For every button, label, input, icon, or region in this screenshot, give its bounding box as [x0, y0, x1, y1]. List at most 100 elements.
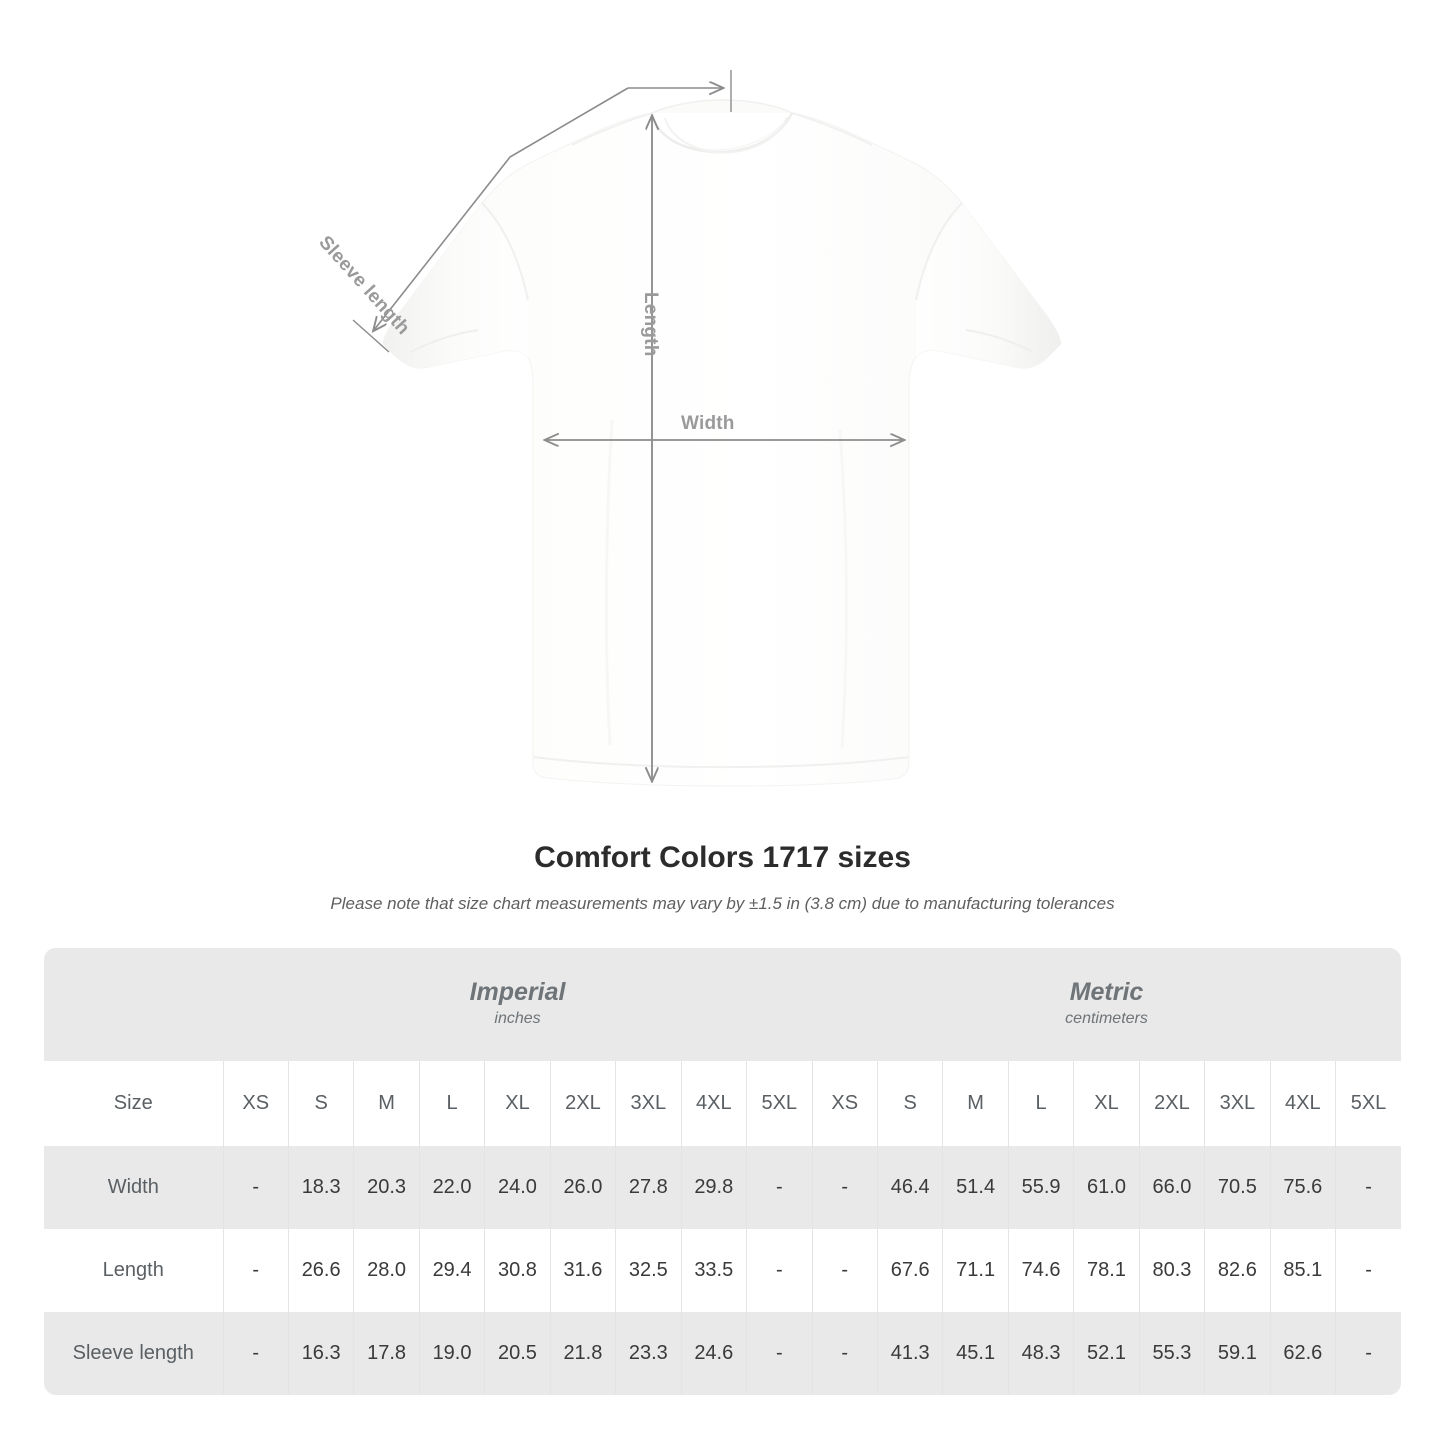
cell-length-metric-xs: -: [811, 1229, 878, 1312]
size-header-imperial-2xl: 2XL: [549, 1061, 616, 1146]
cell-length-metric-l: 74.6: [1007, 1229, 1074, 1312]
table-row: Length -26.6 28.0 29.4 30.8 31.6 32.5 33.5- -67.…: [44, 1229, 1401, 1312]
cell-length-imperial-xs: -: [222, 1229, 289, 1312]
unit-imperial-sub: inches: [494, 1009, 541, 1027]
cell-sleeve-length-imperial-s: 16.3: [287, 1312, 354, 1395]
size-header-metric-xs: XS: [811, 1061, 878, 1146]
size-header-imperial-5xl: 5XL: [746, 1061, 813, 1146]
unit-metric-sub: centimeters: [1065, 1009, 1148, 1027]
unit-band-row: Imperial inches Metric centimeters: [44, 948, 1401, 1061]
cell-sleeve-length-imperial-5xl: -: [746, 1312, 813, 1395]
cell-length-metric-2xl: 80.3: [1138, 1229, 1205, 1312]
cell-length-imperial-2xl: 31.6: [549, 1229, 616, 1312]
row-label-sleeve-length: Sleeve length: [44, 1312, 223, 1395]
cell-sleeve-length-imperial-m: 17.8: [353, 1312, 420, 1395]
cell-sleeve-length-metric-5xl: -: [1335, 1312, 1401, 1395]
size-header-metric-s: S: [876, 1061, 943, 1146]
cell-length-metric-m: 71.1: [942, 1229, 1009, 1312]
cell-width-imperial-4xl: 29.8: [680, 1146, 747, 1229]
cell-sleeve-length-metric-xs: -: [811, 1312, 878, 1395]
cell-length-imperial-4xl: 33.5: [680, 1229, 747, 1312]
cell-sleeve-length-imperial-xs: -: [222, 1312, 289, 1395]
row-label-width: Width: [44, 1146, 223, 1229]
cell-length-imperial-5xl: -: [746, 1229, 813, 1312]
cell-width-imperial-s: 18.3: [287, 1146, 354, 1229]
shirt-shape: [382, 99, 1062, 787]
size-header-metric-5xl: 5XL: [1335, 1061, 1401, 1146]
cell-length-metric-3xl: 82.6: [1204, 1229, 1271, 1312]
cell-width-imperial-3xl: 27.8: [615, 1146, 682, 1229]
unit-imperial: Imperial inches: [223, 948, 813, 1061]
cell-sleeve-length-metric-l: 48.3: [1007, 1312, 1074, 1395]
size-header-metric-3xl: 3XL: [1204, 1061, 1271, 1146]
cell-length-metric-4xl: 85.1: [1269, 1229, 1336, 1312]
cell-sleeve-length-metric-3xl: 59.1: [1204, 1312, 1271, 1395]
tshirt-diagram: Sleeve length Length Width: [314, 70, 1062, 787]
size-header-imperial-4xl: 4XL: [680, 1061, 747, 1146]
size-header-metric-l: L: [1007, 1061, 1074, 1146]
cell-sleeve-length-metric-s: 41.3: [876, 1312, 943, 1395]
unit-imperial-name: Imperial: [469, 978, 566, 1007]
unit-metric: Metric centimeters: [812, 948, 1401, 1061]
page-title: Comfort Colors 1717 sizes: [534, 841, 911, 874]
size-header-metric-4xl: 4XL: [1269, 1061, 1336, 1146]
cell-sleeve-length-metric-2xl: 55.3: [1138, 1312, 1205, 1395]
unit-metric-name: Metric: [1069, 978, 1144, 1007]
cell-sleeve-length-imperial-xl: 20.5: [484, 1312, 551, 1395]
row-label-length: Length: [44, 1229, 223, 1312]
size-header-imperial-m: M: [353, 1061, 420, 1146]
size-header-row: Size XS S M L XL 2XL 3XL 4XL 5XL XS S M L XL 2XL 3XL 4XL 5…: [44, 1061, 1401, 1146]
cell-sleeve-length-metric-m: 45.1: [942, 1312, 1009, 1395]
cell-length-metric-s: 67.6: [876, 1229, 943, 1312]
length-label: Length: [640, 292, 661, 357]
cell-width-metric-xs: -: [811, 1146, 878, 1229]
table-row: Width -18.3 20.3 22.0 24.0 26.0 27.8 29.8- -46.4…: [44, 1146, 1401, 1229]
cell-length-imperial-xl: 30.8: [484, 1229, 551, 1312]
size-header-imperial-s: S: [287, 1061, 354, 1146]
cell-length-imperial-3xl: 32.5: [615, 1229, 682, 1312]
cell-width-metric-s: 46.4: [876, 1146, 943, 1229]
tolerance-note: Please note that size chart measurements…: [330, 894, 1115, 913]
cell-width-metric-4xl: 75.6: [1269, 1146, 1336, 1229]
size-header-metric-xl: XL: [1073, 1061, 1140, 1146]
cell-width-metric-xl: 61.0: [1073, 1146, 1140, 1229]
unit-band-spacer: [44, 948, 223, 1061]
sleeve-length-dimension: [352, 70, 732, 353]
cell-sleeve-length-metric-4xl: 62.6: [1269, 1312, 1336, 1395]
size-header-imperial-3xl: 3XL: [615, 1061, 682, 1146]
cell-length-imperial-s: 26.6: [287, 1229, 354, 1312]
tshirt-illustration: [352, 70, 1062, 787]
size-header-metric-m: M: [942, 1061, 1009, 1146]
size-label-cell: Size: [44, 1061, 223, 1146]
cell-width-imperial-2xl: 26.0: [549, 1146, 616, 1229]
chart-title-block: Comfort Colors 1717 sizes Please note th…: [0, 840, 1445, 914]
cell-width-imperial-m: 20.3: [353, 1146, 420, 1229]
cell-sleeve-length-imperial-l: 19.0: [418, 1312, 485, 1395]
size-header-imperial-l: L: [418, 1061, 485, 1146]
cell-width-imperial-xs: -: [222, 1146, 289, 1229]
cell-width-metric-5xl: -: [1335, 1146, 1401, 1229]
cell-width-metric-l: 55.9: [1007, 1146, 1074, 1229]
size-header-metric-2xl: 2XL: [1138, 1061, 1205, 1146]
size-header-imperial-xs: XS: [222, 1061, 289, 1146]
table-row: Sleeve length -16.3 17.8 19.0 20.5 21.8 23.3 24…: [44, 1312, 1401, 1395]
cell-width-metric-2xl: 66.0: [1138, 1146, 1205, 1229]
width-label: Width: [681, 413, 735, 434]
cell-sleeve-length-imperial-4xl: 24.6: [680, 1312, 747, 1395]
cell-length-metric-xl: 78.1: [1073, 1229, 1140, 1312]
size-header-imperial-xl: XL: [484, 1061, 551, 1146]
cell-length-imperial-m: 28.0: [353, 1229, 420, 1312]
cell-length-metric-5xl: -: [1335, 1229, 1401, 1312]
size-chart-table: Imperial inches Metric centimeters Size XS S M L…: [44, 948, 1401, 1395]
cell-width-imperial-5xl: -: [746, 1146, 813, 1229]
cell-width-imperial-l: 22.0: [418, 1146, 485, 1229]
cell-width-metric-3xl: 70.5: [1204, 1146, 1271, 1229]
cell-sleeve-length-metric-xl: 52.1: [1073, 1312, 1140, 1395]
cell-width-metric-m: 51.4: [942, 1146, 1009, 1229]
cell-sleeve-length-imperial-2xl: 21.8: [549, 1312, 616, 1395]
cell-length-imperial-l: 29.4: [418, 1229, 485, 1312]
cell-sleeve-length-imperial-3xl: 23.3: [615, 1312, 682, 1395]
cell-width-imperial-xl: 24.0: [484, 1146, 551, 1229]
measurement-lines: [352, 70, 903, 780]
size-chart-table-wrap: Imperial inches Metric centimeters Size XS S M L…: [44, 948, 1401, 1395]
